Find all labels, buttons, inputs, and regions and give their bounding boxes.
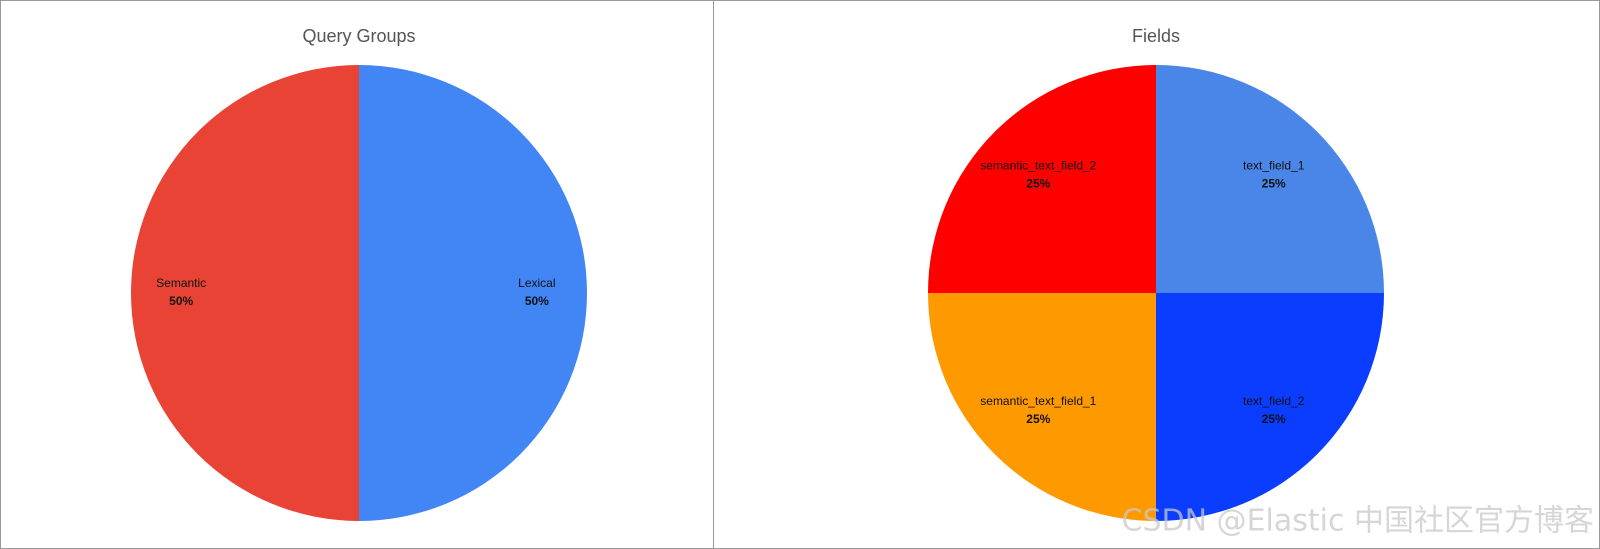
slice-label: text_field_2	[1243, 394, 1305, 408]
slice-label: semantic_text_field_1	[980, 394, 1096, 408]
pie-slice	[1156, 293, 1384, 521]
slice-label: semantic_text_field_2	[980, 158, 1096, 172]
chart-title: Query Groups	[302, 26, 415, 46]
pie-slice	[131, 65, 359, 521]
slice-value-label: 25%	[1026, 176, 1050, 190]
slice-label: Semantic	[156, 276, 206, 290]
slice-value-label: 25%	[1262, 412, 1286, 426]
pie-slice	[928, 293, 1156, 521]
slice-value-label: 25%	[1026, 412, 1050, 426]
slice-label: text_field_1	[1243, 158, 1305, 172]
pie-slice	[359, 65, 587, 521]
slice-value-label: 50%	[169, 294, 193, 308]
slice-label: Lexical	[518, 276, 555, 290]
slice-value-label: 50%	[525, 294, 549, 308]
charts: Query Groups Lexical 50% Semantic 50% Fields t…	[131, 26, 1384, 521]
pie-slice	[1156, 65, 1384, 293]
pie-slice	[928, 65, 1156, 293]
chart-title: Fields	[1132, 26, 1180, 46]
watermark: CSDN @Elastic 中国社区官方博客	[1122, 504, 1595, 539]
slice-value-label: 25%	[1262, 176, 1286, 190]
